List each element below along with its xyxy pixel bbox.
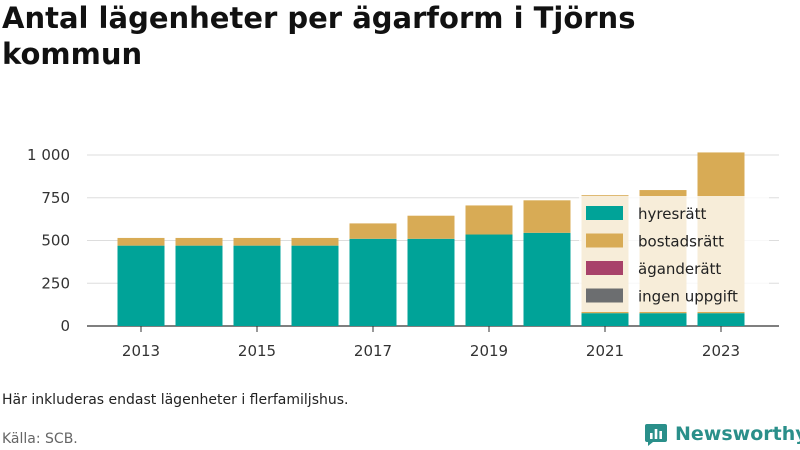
chart-note: Här inkluderas endast lägenheter i flerf… [2,392,349,408]
chart-title: Antal lägenheter per ägarform i Tjörns k… [2,1,636,71]
bar-2013-1 [117,237,165,246]
y-tick-label: 750 [41,189,70,207]
x-tick-label: 2019 [470,342,508,360]
legend-label: äganderätt [638,260,721,278]
bar-2019-0 [465,234,513,326]
x-axis-labels: 2013 2015 2017 2019 2021 2023 [122,326,740,360]
bars [117,152,745,326]
source-text: Källa: SCB. [2,431,78,447]
x-tick-label: 2013 [122,342,160,360]
bar-2018-0 [407,238,455,326]
stacked-bar-chart: 0 250 500 750 1 000 2013 2015 2017 2019 2021 2023… [27,146,779,360]
y-axis-labels: 0 250 500 750 1 000 [27,146,70,335]
y-tick-label: 500 [41,232,70,250]
bar-2020-0 [523,232,571,326]
bar-2018-1 [407,215,455,239]
y-tick-label: 0 [60,317,70,335]
bar-2015-0 [233,245,281,326]
bar-2017-0 [349,238,397,326]
bar-2021-0 [581,313,629,326]
legend-swatch [586,233,623,248]
bar-2019-1 [465,205,513,235]
legend-swatch [586,206,623,220]
newsworthy-logo-icon [645,424,667,446]
y-tick-label: 1 000 [27,146,70,164]
legend-swatch [586,288,623,303]
bar-2014-1 [175,237,223,246]
bar-2016-1 [291,237,339,246]
bar-2022-0 [639,313,687,326]
x-tick-label: 2017 [354,342,392,360]
bar-2017-1 [349,223,397,239]
bar-2015-1 [233,237,281,246]
legend-label: hyresrätt [638,205,707,223]
bar-2013-0 [117,245,165,326]
bar-2014-0 [175,245,223,326]
x-tick-label: 2023 [702,342,740,360]
legend-label: ingen uppgift [638,288,738,306]
legend-swatch [586,261,623,275]
brand-name: Newsworthy [675,423,800,445]
bar-2016-0 [291,245,339,326]
legend: hyresrätt bostadsrätt äganderätt ingen uppg… [579,196,769,312]
x-tick-label: 2015 [238,342,276,360]
x-tick-label: 2021 [586,342,624,360]
y-tick-label: 250 [41,274,70,292]
bar-2020-1 [523,200,571,233]
brand-logo: Newsworthy [644,420,800,448]
legend-label: bostadsrätt [638,233,724,251]
bar-2023-0 [697,313,745,326]
